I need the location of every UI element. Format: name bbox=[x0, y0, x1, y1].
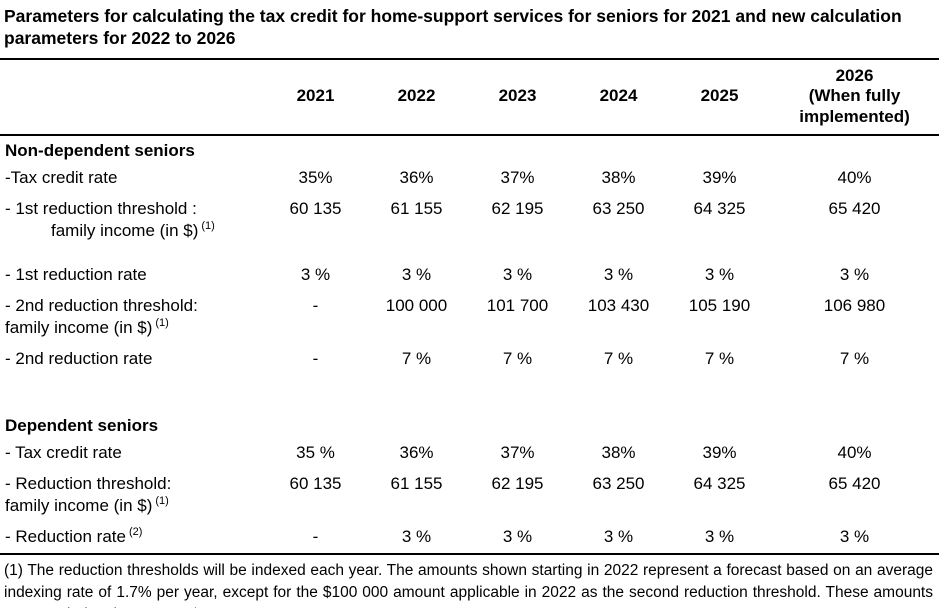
cell-value: 3 % bbox=[502, 526, 533, 546]
row-label-line1: - Tax credit rate bbox=[5, 442, 122, 462]
footnote-marker: (1) bbox=[155, 317, 169, 330]
cell-value: 61 155 bbox=[390, 473, 443, 493]
cell-value: 3 % bbox=[839, 526, 870, 546]
cell-value: - bbox=[312, 295, 319, 315]
year-2026-sublabel: (When fully implemented) bbox=[799, 86, 910, 127]
cell-value: 39% bbox=[702, 442, 737, 462]
table-row: - Reduction threshold: family income (in … bbox=[0, 469, 939, 522]
cell-value: 65 420 bbox=[828, 198, 881, 218]
cell-value: 37% bbox=[500, 167, 535, 187]
cell-value: 3 % bbox=[300, 264, 331, 284]
cell-value: 3 % bbox=[502, 264, 533, 284]
page-title: Parameters for calculating the tax credi… bbox=[0, 0, 939, 60]
row-label-line1: - 1st reduction threshold : bbox=[5, 198, 197, 218]
cell-value: 60 135 bbox=[289, 473, 342, 493]
table-row: - Tax credit rate 35 % 36% 37% 38% 39% 40% bbox=[0, 438, 939, 469]
table-row: - 1st reduction threshold : family income… bbox=[0, 194, 939, 260]
year-header-2022: 2022 bbox=[397, 86, 436, 106]
cell-value: 7 % bbox=[839, 348, 870, 368]
cell-value: 3 % bbox=[401, 526, 432, 546]
cell-value: 100 000 bbox=[385, 295, 448, 315]
cell-value: 64 325 bbox=[693, 198, 746, 218]
row-label: - 2nd reduction rate bbox=[0, 344, 265, 375]
table-header-row: 2021 2022 2023 2024 2025 2026 (When full… bbox=[0, 60, 939, 135]
cell-value: 3 % bbox=[401, 264, 432, 284]
cell-value: 39% bbox=[702, 167, 737, 187]
cell-value: 64 325 bbox=[693, 473, 746, 493]
cell-value: 40% bbox=[837, 442, 872, 462]
cell-value: 106 980 bbox=[823, 295, 886, 315]
cell-value: 38% bbox=[601, 442, 636, 462]
table-row: - Reduction rate (2) - 3 % 3 % 3 % 3 % 3 % bbox=[0, 522, 939, 553]
section-header-row: Non-dependent seniors bbox=[0, 135, 939, 163]
table-body: Non-dependent seniors -Tax credit rate 35%… bbox=[0, 135, 939, 553]
cell-value: 61 155 bbox=[390, 198, 443, 218]
footnote: (1) The reduction thresholds will be ind… bbox=[4, 561, 933, 608]
cell-value: 3 % bbox=[839, 264, 870, 284]
cell-value: 36% bbox=[399, 167, 434, 187]
year-header-2026: 2026 (When fully implemented) bbox=[770, 60, 939, 135]
row-label-line2: family income (in $) (1) bbox=[5, 317, 169, 337]
cell-value: 62 195 bbox=[491, 473, 544, 493]
footnotes: (1) The reduction thresholds will be ind… bbox=[0, 552, 939, 608]
row-label: -Tax credit rate bbox=[0, 163, 265, 194]
table-row: - 1st reduction rate 3 % 3 % 3 % 3 % 3 % 3 % bbox=[0, 260, 939, 291]
cell-value: 40% bbox=[837, 167, 872, 187]
year-header-2023: 2023 bbox=[498, 86, 537, 106]
cell-value: 63 250 bbox=[592, 198, 645, 218]
section-title: Non-dependent seniors bbox=[5, 140, 195, 160]
row-label-line1: - Reduction rate (2) bbox=[5, 526, 143, 546]
cell-value: 35 % bbox=[296, 442, 335, 462]
year-header-2024: 2024 bbox=[599, 86, 638, 106]
cell-value: 105 190 bbox=[688, 295, 751, 315]
cell-value: 101 700 bbox=[486, 295, 549, 315]
row-label: - Tax credit rate bbox=[0, 438, 265, 469]
cell-value: 3 % bbox=[603, 526, 634, 546]
table-row: - 2nd reduction rate - 7 % 7 % 7 % 7 % 7 % bbox=[0, 344, 939, 375]
cell-value: 103 430 bbox=[587, 295, 650, 315]
cell-value: - bbox=[312, 348, 319, 368]
row-label-line2: family income (in $) (1) bbox=[5, 495, 169, 515]
cell-value: - bbox=[312, 526, 319, 546]
cell-value: 63 250 bbox=[592, 473, 645, 493]
row-label-line1: - 2nd reduction threshold: bbox=[5, 295, 198, 315]
row-label: - 1st reduction rate bbox=[0, 260, 265, 291]
row-label: - Reduction rate (2) bbox=[0, 522, 265, 553]
row-label: - 2nd reduction threshold: family income … bbox=[0, 291, 265, 344]
table-row: - 2nd reduction threshold: family income … bbox=[0, 291, 939, 344]
footnote-marker: (1) bbox=[201, 220, 215, 233]
table-row: -Tax credit rate 35% 36% 37% 38% 39% 40% bbox=[0, 163, 939, 194]
cell-value: 62 195 bbox=[491, 198, 544, 218]
cell-value: 38% bbox=[601, 167, 636, 187]
cell-value: 37% bbox=[500, 442, 535, 462]
row-label: - 1st reduction threshold : family income… bbox=[0, 194, 265, 260]
cell-value: 3 % bbox=[704, 264, 735, 284]
cell-value: 35% bbox=[298, 167, 333, 187]
cell-value: 3 % bbox=[704, 526, 735, 546]
cell-value: 7 % bbox=[603, 348, 634, 368]
cell-value: 60 135 bbox=[289, 198, 342, 218]
cell-value: 3 % bbox=[603, 264, 634, 284]
row-label-line1: - 2nd reduction rate bbox=[5, 348, 153, 368]
cell-value: 7 % bbox=[502, 348, 533, 368]
year-header-2025: 2025 bbox=[700, 86, 739, 106]
row-label-line1: - 1st reduction rate bbox=[5, 264, 147, 284]
year-2026-label: 2026 bbox=[835, 65, 874, 85]
footnote-marker: (1) bbox=[155, 495, 169, 508]
row-label-line2: family income (in $) (1) bbox=[51, 220, 215, 240]
cell-value: 36% bbox=[399, 442, 434, 462]
cell-value: 7 % bbox=[704, 348, 735, 368]
year-header-2021: 2021 bbox=[296, 86, 335, 106]
parameters-table: 2021 2022 2023 2024 2025 2026 (When full… bbox=[0, 60, 939, 553]
footnote-marker: (2) bbox=[128, 526, 143, 539]
empty-header-cell bbox=[0, 60, 265, 135]
cell-value: 65 420 bbox=[828, 473, 881, 493]
row-label: - Reduction threshold: family income (in … bbox=[0, 469, 265, 522]
section-header-row: Dependent seniors bbox=[0, 375, 939, 438]
row-label-line1: - Reduction threshold: bbox=[5, 473, 172, 493]
cell-value: 7 % bbox=[401, 348, 432, 368]
row-label-line1: -Tax credit rate bbox=[5, 167, 118, 187]
section-title: Dependent seniors bbox=[5, 415, 159, 435]
